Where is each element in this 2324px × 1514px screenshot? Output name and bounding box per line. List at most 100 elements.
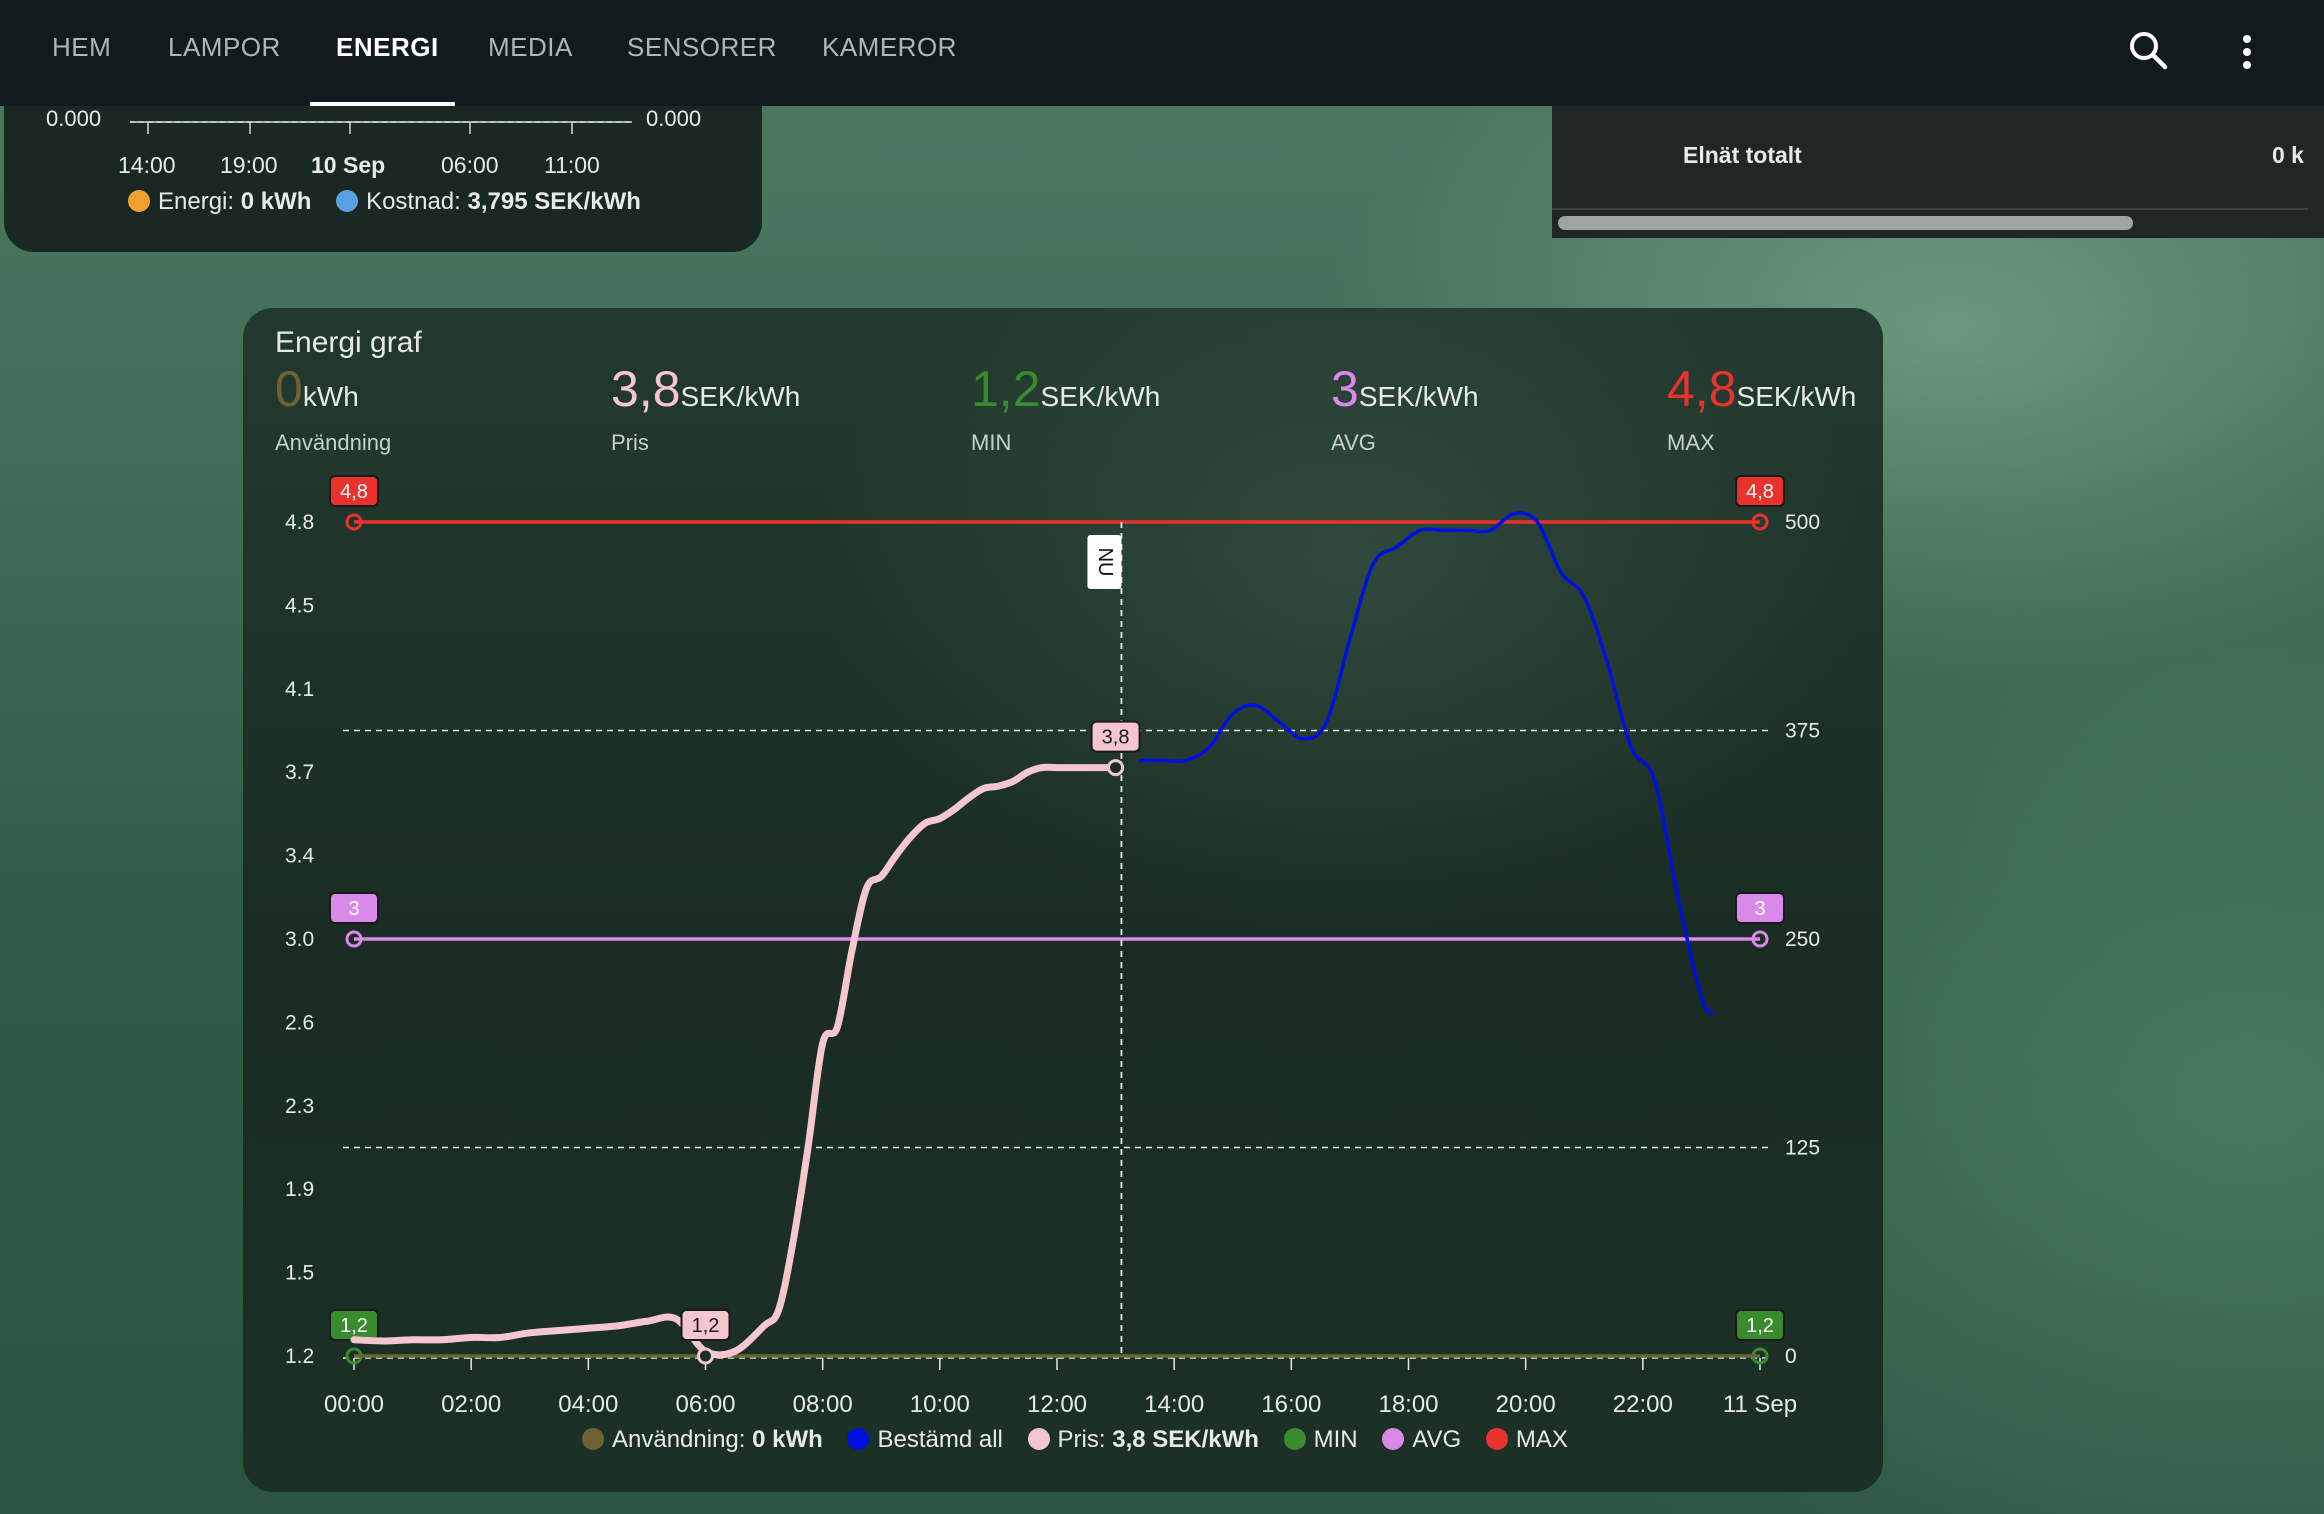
legend-label: Pris <box>1057 1426 1099 1453</box>
max-badge-label: 4,8 <box>1746 481 1774 503</box>
horizontal-scrollbar[interactable] <box>1558 216 2133 230</box>
stat-value: 4,8 <box>1667 361 1737 417</box>
y-left-tick-label: 2.3 <box>285 1095 314 1118</box>
legend-dot <box>336 190 359 212</box>
x-tick-label: 06:00 <box>675 1391 735 1418</box>
legend-dot <box>847 1428 870 1450</box>
legend-item-bestamd[interactable]: Bestämd all <box>847 1426 1003 1453</box>
legend-item-usage[interactable]: Användning: 0 kWh <box>582 1426 823 1453</box>
now-badge-label: NU <box>1094 548 1116 577</box>
y-right-tick-label: 375 <box>1785 720 1820 743</box>
table-row-label: Elnät totalt <box>1683 142 1802 168</box>
legend-value: 0 kWh <box>240 188 312 215</box>
bestamd-series-line <box>1139 511 1715 1016</box>
legend-label: AVG <box>1412 1426 1462 1453</box>
y-right-tick-label: 0 <box>1785 1345 1797 1368</box>
mini-x-label: 11:00 <box>544 152 600 178</box>
legend-dot <box>1485 1428 1508 1450</box>
stat-unit: kWh <box>302 381 359 412</box>
avg-badge-label: 3 <box>1754 898 1765 920</box>
stat-label: MAX <box>1667 430 1715 455</box>
y-left-tick-label: 1.9 <box>285 1178 314 1201</box>
legend-item-min[interactable]: MIN <box>1283 1426 1358 1453</box>
y-left-tick-label: 3.7 <box>285 761 314 784</box>
legend-item-max[interactable]: MAX <box>1485 1426 1568 1453</box>
mini-x-label: 10 Sep <box>311 152 386 178</box>
energy-graph-card <box>243 308 1883 1492</box>
y-right-tick-label: 250 <box>1785 928 1820 951</box>
mini-chart-legend: Energi: 0 kWh Kostnad: 3,795 SEK/kWh <box>128 188 641 216</box>
legend-item-kostnad[interactable]: Kostnad: 3,795 SEK/kWh <box>336 188 641 215</box>
tab-lampor[interactable]: LAMPOR <box>168 32 281 62</box>
price-series-line <box>350 763 1120 1359</box>
more-vert-icon[interactable] <box>2222 26 2272 76</box>
legend-dot <box>1283 1428 1306 1450</box>
stat-value: 1,2 <box>971 361 1041 417</box>
min-price-label: 1,2 <box>692 1315 720 1337</box>
stat-unit: SEK/kWh <box>1040 381 1161 412</box>
table-divider <box>1552 208 2308 210</box>
min-badge-label: 1,2 <box>1746 1315 1774 1337</box>
stat-value: 3 <box>1331 361 1359 417</box>
x-tick-label: 22:00 <box>1613 1391 1673 1418</box>
legend-item-price[interactable]: Pris: 3,8 SEK/kWh <box>1027 1426 1259 1453</box>
x-tick-label: 14:00 <box>1144 1391 1204 1418</box>
stat-price: 3,8SEK/kWh <box>611 360 800 418</box>
x-tick-label: 20:00 <box>1496 1391 1556 1418</box>
legend-label: Användning <box>612 1426 739 1453</box>
tab-hem[interactable]: HEM <box>52 32 112 62</box>
mini-x-label: 19:00 <box>220 152 278 178</box>
x-tick-label: 04:00 <box>558 1391 618 1418</box>
stat-label: MIN <box>971 430 1012 455</box>
y-left-tick-label: 3.0 <box>285 928 314 951</box>
legend-label: MAX <box>1515 1426 1568 1453</box>
min-badge <box>1735 1309 1785 1341</box>
y-left-tick-label: 1.2 <box>285 1345 314 1368</box>
avg-marker <box>1751 930 1769 948</box>
max-badge <box>329 475 379 507</box>
legend-value: 0 kWh <box>752 1426 823 1453</box>
y-left-tick-label: 1.5 <box>285 1262 314 1285</box>
y-left-tick-label: 4.8 <box>285 511 314 534</box>
avg-badge <box>329 892 379 924</box>
tab-energi[interactable]: ENERGI <box>336 32 439 62</box>
now-badge <box>1087 535 1122 589</box>
top-app-bar: HEM LAMPOR ENERGI MEDIA SENSORER KAMEROR <box>0 0 2324 106</box>
tab-media[interactable]: MEDIA <box>488 32 573 62</box>
legend-item-avg[interactable]: AVG <box>1382 1426 1461 1453</box>
legend-item-energi[interactable]: Energi: 0 kWh <box>128 188 311 215</box>
stat-max: 4,8SEK/kWh <box>1667 360 1856 418</box>
max-badge-label: 4,8 <box>340 481 368 503</box>
stat-value: 3,8 <box>611 361 681 417</box>
table-row-value: 0 k <box>2272 142 2304 168</box>
legend-dot <box>1382 1428 1405 1450</box>
stat-label: Pris <box>611 430 649 455</box>
x-tick-label: 16:00 <box>1261 1391 1321 1418</box>
tab-sensorer[interactable]: SENSORER <box>627 32 777 62</box>
x-tick-label: 10:00 <box>910 1391 970 1418</box>
stat-usage: 0kWh <box>275 360 359 418</box>
avg-badge-label: 3 <box>348 898 359 920</box>
chart-legend: Användning: 0 kWh Bestämd all Pris: 3,8 … <box>582 1426 1586 1454</box>
avg-marker <box>345 930 363 948</box>
x-tick-label: 02:00 <box>441 1391 501 1418</box>
y-left-tick-label: 4.5 <box>285 594 314 617</box>
stat-min: 1,2SEK/kWh <box>971 360 1160 418</box>
stat-label: Användning <box>275 430 392 455</box>
tab-kameror[interactable]: KAMEROR <box>822 32 957 62</box>
current-price-badge <box>1090 720 1141 753</box>
legend-value: 3,8 SEK/kWh <box>1112 1426 1259 1453</box>
stat-avg: 3SEK/kWh <box>1331 360 1479 418</box>
y-right-tick-label: 500 <box>1785 511 1820 534</box>
card-title: Energi graf <box>275 326 422 359</box>
mini-x-label: 06:00 <box>441 152 499 178</box>
stat-label: AVG <box>1331 430 1376 455</box>
current-price-label: 3,8 <box>1102 727 1130 749</box>
legend-dot <box>128 190 150 212</box>
legend-label: Energi: <box>158 188 241 215</box>
search-icon[interactable] <box>2124 26 2174 76</box>
x-tick-label: 00:00 <box>324 1391 384 1418</box>
max-marker <box>345 513 363 531</box>
min-badge-label: 1,2 <box>340 1315 368 1337</box>
max-badge <box>1735 475 1785 507</box>
